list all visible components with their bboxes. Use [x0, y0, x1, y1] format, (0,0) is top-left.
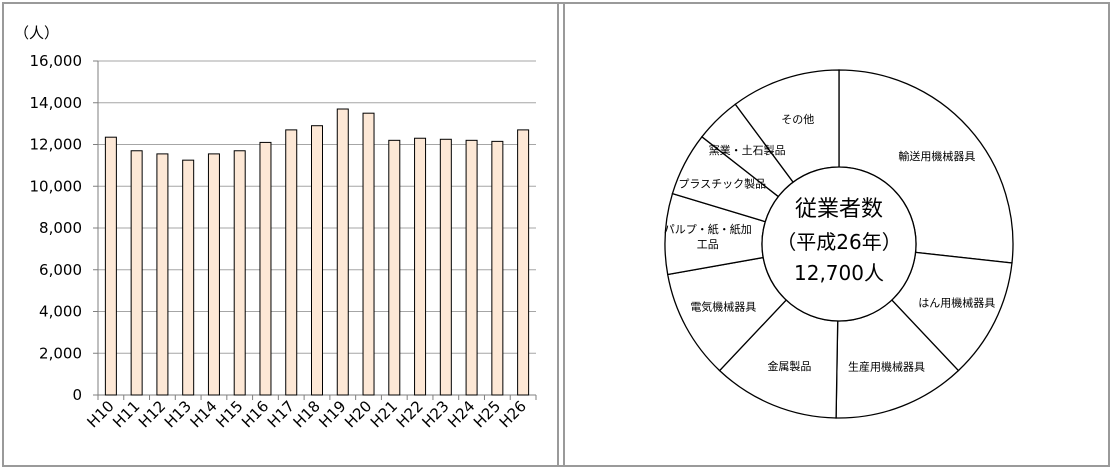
slice-label: 窯業・土石製品: [709, 143, 786, 157]
bar-H12: [156, 153, 169, 396]
donut-center-title: 従業者数: [795, 197, 883, 222]
bar-H19: [336, 108, 349, 396]
bar-H25: [491, 140, 504, 396]
bar-H15: [233, 150, 246, 396]
y-tick-label: 2,000: [39, 344, 82, 362]
bar-H21: [388, 139, 401, 396]
slice-label: 生産用機械器具: [848, 360, 925, 374]
y-tick-label: 4,000: [39, 303, 82, 321]
bar-H16: [259, 141, 272, 396]
y-tick-label: 14,000: [30, 94, 83, 112]
panel-divider: [563, 2, 565, 467]
y-tick-label: 6,000: [39, 261, 82, 279]
bar-H17: [285, 129, 298, 396]
bar-H23: [439, 138, 452, 396]
slice-label: はん用機械器具: [918, 296, 995, 310]
slice-label: パルプ・紙・紙加: [664, 222, 752, 236]
panel-divider: [557, 2, 559, 467]
y-unit-label: （人）: [14, 24, 59, 42]
donut-center-hole: [761, 166, 917, 322]
bar-H24: [465, 139, 478, 396]
bar-H26: [517, 129, 530, 396]
slice-label: 工品: [697, 238, 719, 251]
y-tick-label: 12,000: [30, 136, 83, 154]
bar-H13: [182, 159, 195, 396]
x-tick-label: H26: [496, 397, 530, 431]
slice-label: 輸送用機械器具: [898, 149, 975, 163]
bar-H22: [414, 137, 427, 396]
y-tick-label: 8,000: [39, 219, 82, 237]
y-tick-label: 16,000: [30, 52, 83, 70]
bar-H11: [130, 150, 143, 396]
bar-H18: [311, 125, 323, 396]
y-tick-label: 10,000: [30, 177, 83, 195]
slice-label: 電気機械器具: [690, 300, 756, 314]
bar-H20: [362, 112, 375, 396]
bar-H10: [104, 136, 117, 396]
slice-label: プラスチック製品: [678, 176, 766, 190]
y-tick-label: 0: [72, 386, 82, 404]
bar-H14: [207, 153, 220, 396]
slice-label: 金属製品: [767, 359, 811, 373]
slice-label: その他: [781, 113, 814, 126]
donut-center-year: （平成26年）: [776, 230, 901, 254]
donut-center-total: 12,700人: [794, 261, 884, 285]
employee-bar-chart: （人） 0 2,000 4,000 6,000 8,000 10,000 12,000 14,…: [14, 24, 537, 431]
